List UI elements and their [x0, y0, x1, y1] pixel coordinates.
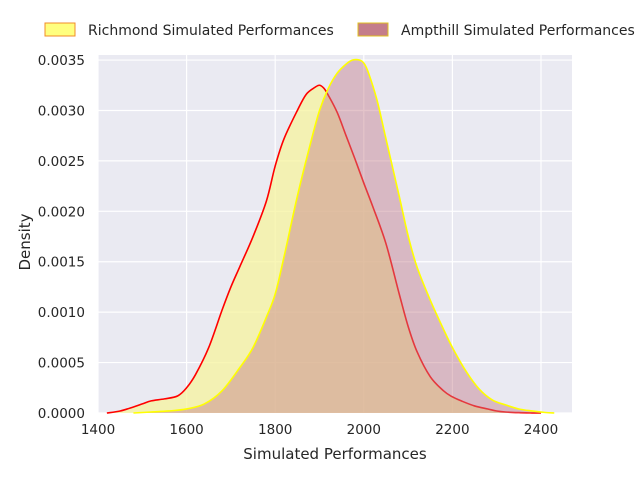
y-axis-label: Density: [16, 213, 34, 270]
y-tick-label: 0.0015: [38, 255, 85, 271]
y-tick-label: 0.0010: [38, 305, 85, 321]
legend-swatch: [44, 22, 76, 37]
y-tick-label: 0.0005: [38, 356, 85, 372]
x-tick-label: 2200: [435, 422, 469, 438]
x-tick-label: 2000: [347, 422, 381, 438]
x-tick-label: 2400: [524, 422, 558, 438]
series-1-line: [133, 58, 555, 414]
x-tick-label: 1800: [258, 422, 292, 438]
y-tick-label: 0.0025: [38, 154, 85, 170]
legend: Richmond Simulated Performances Ampthill …: [44, 22, 635, 39]
x-tick-label: 1600: [169, 422, 203, 438]
y-tick-label: 0.0020: [38, 204, 85, 220]
series-layer: [106, 58, 555, 414]
legend-swatch: [357, 22, 389, 37]
series-0-line: [106, 84, 542, 414]
y-tick-label: 0.0035: [38, 53, 85, 69]
x-axis-label: Simulated Performances: [243, 445, 427, 463]
tick-labels: 1400 1600 1800 2000 2200 2400 0.0000 0.0005 0.00…: [38, 53, 558, 438]
x-tick-label: 1400: [81, 422, 115, 438]
legend-label: Ampthill Simulated Performances: [401, 23, 635, 39]
series-1-area: [133, 59, 555, 413]
legend-label: Richmond Simulated Performances: [88, 23, 334, 39]
y-tick-label: 0.0000: [38, 406, 85, 422]
y-tick-label: 0.0030: [38, 103, 85, 119]
